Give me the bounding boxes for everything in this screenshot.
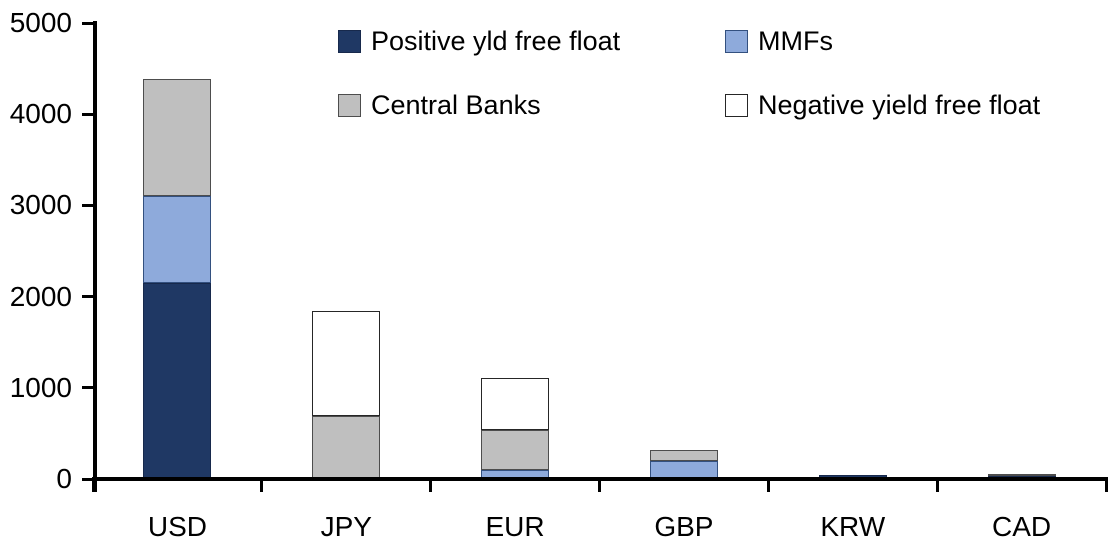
y-axis-tick bbox=[82, 386, 96, 390]
x-axis-category-label: CAD bbox=[992, 511, 1052, 542]
x-axis-category-label: JPY bbox=[320, 511, 372, 542]
bar-segment-cad-central-banks bbox=[987, 473, 1056, 477]
bar-segment-jpy-central-banks bbox=[312, 416, 381, 479]
y-axis-tick-label: 2000 bbox=[9, 280, 72, 312]
legend-item-negative-yield-free-float: Negative yield free float bbox=[725, 90, 1040, 120]
legend-label: MMFs bbox=[758, 26, 833, 56]
x-axis-category-label: EUR bbox=[485, 511, 545, 542]
y-axis-tick bbox=[82, 477, 96, 481]
y-axis-tick bbox=[82, 21, 96, 25]
bar-segment-eur-negative-yield-free-float bbox=[481, 377, 550, 430]
legend-item-positive-yld-free-float: Positive yld free float bbox=[338, 26, 620, 56]
bar-segment-gbp-central-banks bbox=[649, 449, 718, 461]
x-axis-tick bbox=[766, 481, 770, 492]
bar-segment-usd-central-banks bbox=[143, 78, 212, 197]
y-axis-tick-label: 5000 bbox=[9, 7, 72, 38]
bar-segment-usd-mmfs bbox=[143, 196, 212, 283]
x-axis-category-label: KRW bbox=[820, 511, 886, 542]
y-axis-tick-label: 4000 bbox=[9, 98, 72, 130]
x-axis-line bbox=[92, 477, 1108, 481]
legend-swatch-icon bbox=[725, 93, 748, 117]
x-axis-category-label: GBP bbox=[654, 511, 714, 542]
y-axis-tick bbox=[82, 295, 96, 299]
legend-item-mmfs: MMFs bbox=[725, 26, 833, 56]
legend-label: Negative yield free float bbox=[758, 90, 1041, 120]
bar-segment-eur-central-banks bbox=[481, 429, 550, 470]
x-axis-tick bbox=[935, 481, 939, 492]
y-axis-tick-label: 0 bbox=[56, 463, 72, 494]
y-axis-tick bbox=[82, 112, 96, 116]
x-axis-tick bbox=[91, 481, 95, 492]
x-axis-tick bbox=[598, 481, 601, 492]
legend-label: Positive yld free float bbox=[371, 26, 621, 56]
legend-item-central-banks: Central Banks bbox=[338, 90, 541, 120]
y-axis-tick-label: 1000 bbox=[9, 371, 72, 403]
x-axis-tick bbox=[429, 481, 433, 492]
bar-segment-jpy-negative-yield-free-float bbox=[312, 311, 381, 417]
y-axis-tick-label: 3000 bbox=[9, 189, 72, 221]
x-axis-tick bbox=[260, 481, 264, 492]
x-axis-category-label: USD bbox=[147, 511, 207, 542]
x-axis-tick bbox=[1104, 481, 1108, 492]
bar-segment-usd-positive-yld-free-float bbox=[143, 282, 212, 479]
legend-swatch-icon bbox=[338, 93, 361, 117]
legend-label: Central Banks bbox=[371, 90, 541, 120]
y-axis-line bbox=[93, 21, 97, 492]
legend-swatch-icon bbox=[338, 29, 361, 53]
legend-swatch-icon bbox=[725, 29, 748, 53]
y-axis-tick bbox=[82, 203, 96, 207]
